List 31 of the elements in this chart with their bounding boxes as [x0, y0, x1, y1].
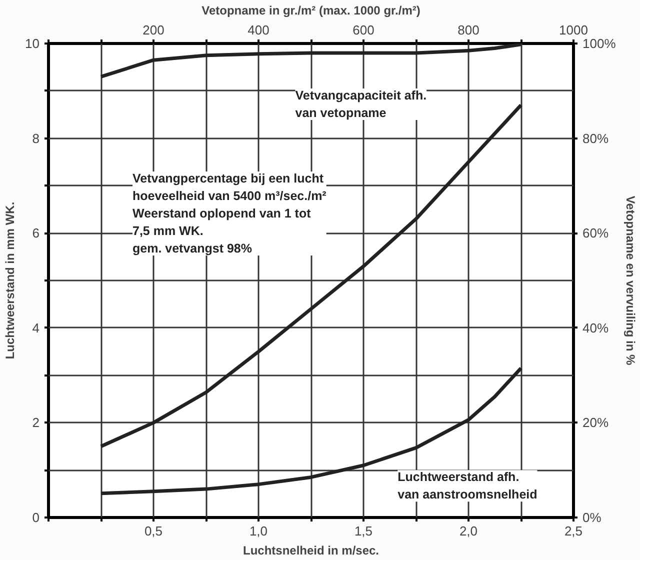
- y-tick-label: 10: [25, 36, 40, 51]
- y-tick-label: 6: [32, 226, 40, 241]
- annotation: Luchtweerstand afh. van aanstroomsnelheid: [398, 470, 538, 502]
- x2-tick-label: 200: [142, 22, 164, 38]
- y2-axis-title: Vetopname en vervuiling in %: [624, 196, 638, 366]
- x-tick-label: 2,5: [564, 524, 583, 538]
- x-axis-title: Luchtsnelheid in m/sec.: [242, 544, 380, 558]
- annotation: Vetvangpercentage bij een lucht hoeveelheid van 5400 m³/sec./m² Weerstand oplopend van 1 tot 7,5 mm WK. gem. vetvangst 98%: [132, 171, 326, 256]
- y-tick-label: 8: [32, 130, 40, 146]
- y2-tick-label: 60%: [582, 226, 609, 241]
- y2-tick-label: 40%: [582, 320, 609, 336]
- line-series: [99, 44, 523, 78]
- x-tick-label: 2,0: [459, 524, 478, 538]
- x2-tick-label: 1000: [559, 22, 588, 38]
- x2-tick-label: 600: [352, 22, 374, 38]
- annotation: Vetvangcapaciteit afh. van vetopname: [295, 88, 427, 120]
- y-tick-label: 4: [32, 320, 40, 336]
- x-tick-label: 0,5: [144, 524, 163, 538]
- line-series: [99, 103, 523, 448]
- y-tick-label: 0: [32, 510, 40, 525]
- y2-tick-label: 80%: [582, 130, 609, 146]
- y2-tick-label: 20%: [582, 415, 609, 430]
- x2-axis-title: Vetopname in gr./m² (max. 1000 gr./m²): [202, 4, 420, 18]
- y2-tick-label: 100%: [582, 36, 616, 51]
- x-tick-label: 1,5: [354, 524, 373, 538]
- x2-tick-label: 800: [458, 22, 480, 38]
- y2-tick-label: 0%: [582, 510, 602, 525]
- x2-tick-label: 400: [248, 22, 270, 38]
- y-tick-label: 2: [32, 415, 40, 430]
- x-tick-label: 1,0: [249, 524, 268, 538]
- y-axis-title: Luchtweerstand in mm WK.: [3, 202, 18, 360]
